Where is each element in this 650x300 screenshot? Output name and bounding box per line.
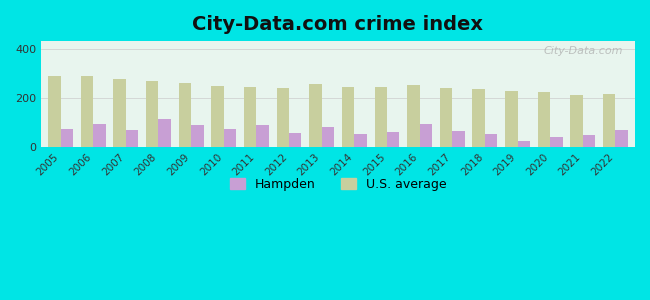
Bar	[256, 125, 269, 147]
Bar	[191, 125, 203, 147]
Bar	[211, 86, 224, 147]
Bar	[603, 94, 616, 147]
Bar	[277, 88, 289, 147]
Bar	[342, 87, 354, 147]
Bar	[81, 76, 93, 147]
Legend: Hampden, U.S. average: Hampden, U.S. average	[225, 173, 451, 196]
Bar	[485, 134, 497, 147]
Bar	[146, 81, 159, 147]
Bar	[322, 128, 334, 147]
Title: City-Data.com crime index: City-Data.com crime index	[192, 15, 484, 34]
Bar	[505, 91, 517, 147]
Bar	[420, 124, 432, 147]
Bar	[224, 129, 236, 147]
Bar	[616, 130, 628, 147]
Bar	[583, 135, 595, 147]
Bar	[517, 141, 530, 147]
Bar	[571, 94, 583, 147]
Bar	[538, 92, 550, 147]
Bar	[309, 83, 322, 147]
Text: City-Data.com: City-Data.com	[543, 46, 623, 56]
Bar	[114, 79, 126, 147]
Bar	[550, 137, 562, 147]
Bar	[289, 133, 302, 147]
Bar	[126, 130, 138, 147]
Bar	[374, 87, 387, 147]
Bar	[159, 119, 171, 147]
Bar	[179, 83, 191, 147]
Bar	[473, 89, 485, 147]
Bar	[354, 134, 367, 147]
Bar	[407, 85, 420, 147]
Bar	[387, 132, 399, 147]
Bar	[452, 131, 465, 147]
Bar	[440, 88, 452, 147]
Bar	[48, 76, 60, 147]
Bar	[244, 87, 256, 147]
Bar	[60, 129, 73, 147]
Bar	[93, 124, 105, 147]
